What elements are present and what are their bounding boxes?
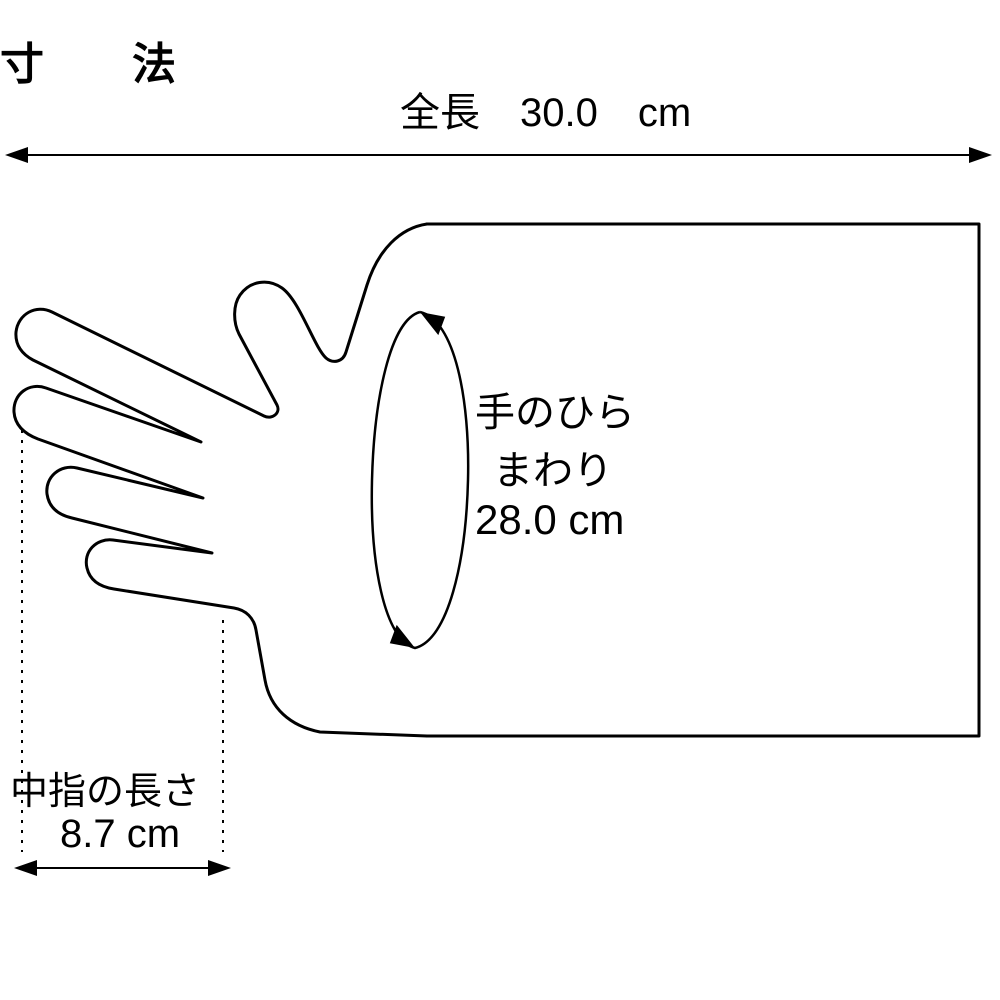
diagram-svg bbox=[0, 0, 1000, 1000]
total-length-arrow bbox=[5, 147, 992, 163]
palm-ellipse-arrow bbox=[372, 308, 468, 652]
glove-outline bbox=[14, 224, 979, 736]
diagram-canvas: 寸 法 全長 30.0 cm 手のひら まわり 28.0 cm 中指の長さ 8.… bbox=[0, 0, 1000, 1000]
middle-finger-arrow bbox=[14, 860, 231, 876]
